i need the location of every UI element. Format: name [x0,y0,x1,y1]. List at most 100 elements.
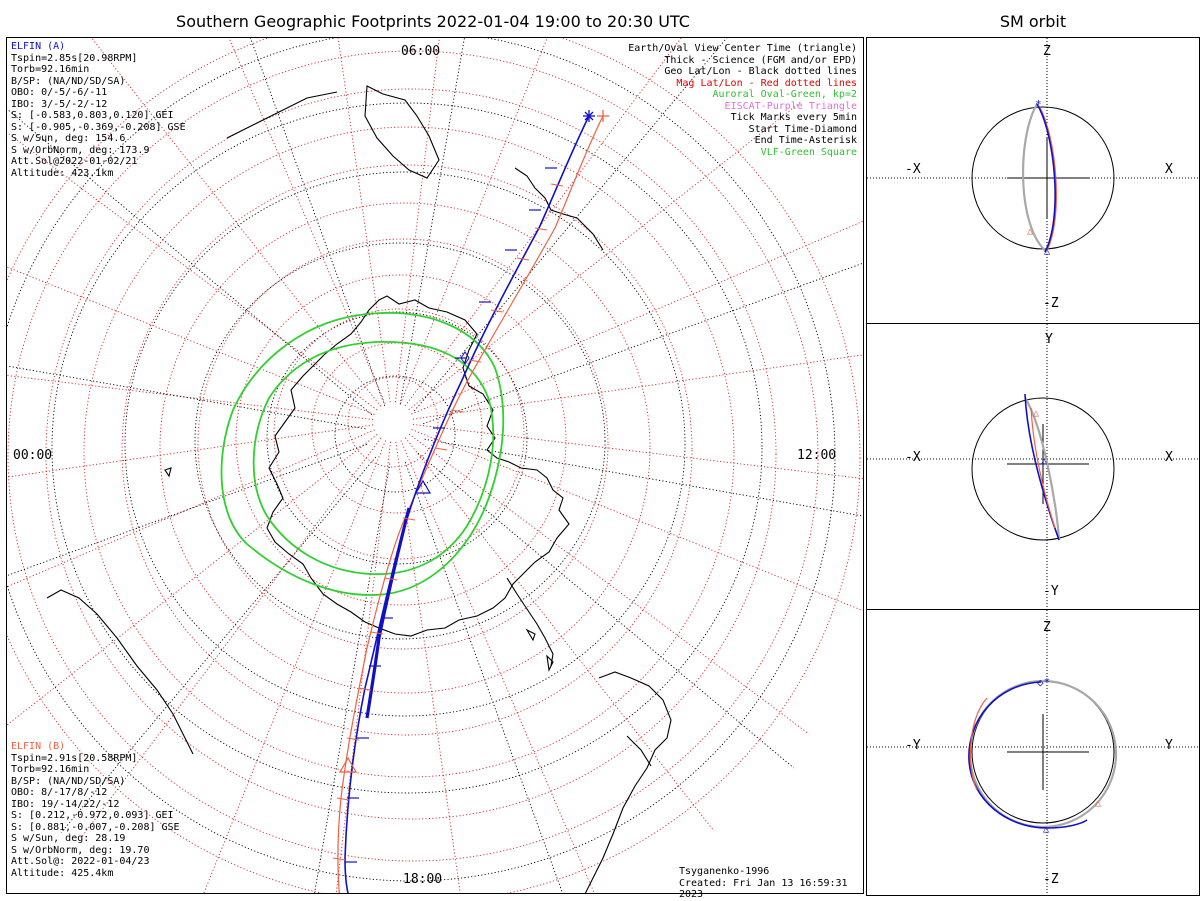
sm-axis-left: -X [905,450,921,465]
meridian-line [408,433,810,735]
meridian-line [423,262,863,425]
svg-text:△: △ [1095,798,1101,809]
meridian-line [7,443,367,577]
svg-text:◇*: ◇* [1037,676,1050,689]
meridian-line [411,220,863,415]
auroral-oval [220,312,505,596]
meridian-line [417,452,794,769]
elfin-b-end-asterisk [597,110,609,122]
mlt-label-18: 18:00 [403,872,443,887]
elfin-a-line: IBO: 3/-5/-2/-12 [11,98,108,110]
meridian-line [7,108,373,416]
geo-meridians [7,38,863,893]
meridian-line [404,437,715,832]
elfin-a-line: S: [-0.905,-0.369,-0.208] GSE [11,121,186,133]
sm-axis-right: X [1165,450,1173,465]
mlt-label-12: 12:00 [797,448,837,463]
meridian-line [249,38,386,406]
elfin-a-science-segment [365,507,411,719]
meridian-line [399,38,465,405]
orbit-a [1036,103,1056,253]
legend-item: EISCAT-Purple Triangle [724,100,857,112]
australia-coast [364,85,440,179]
south-america-coast [584,671,672,893]
orbit-a [968,681,1088,829]
meridian-line [7,433,378,726]
earth-circle [971,397,1115,541]
orbit-gray [1021,103,1048,253]
sm-xz-plot: * △ △ [867,38,1200,325]
mag-circle [347,376,439,468]
mag-circle [235,274,567,606]
sm-axis-right: Y [1165,738,1173,753]
orbit-b [1030,407,1056,529]
meridian-line [7,266,375,415]
elfin-b-line: S w/Sun, deg: 28.19 [11,833,126,844]
meridian-line [413,38,728,412]
mag-circle [83,126,735,778]
sm-axis-top: Z [1043,620,1051,635]
mag-circle [159,202,651,694]
antarctic-peninsula [506,577,554,667]
geo-circle [7,38,836,882]
elfin-b-line: IBO: 19/-14/22/-12 [11,798,120,810]
plot-title: Southern Geographic Footprints 2022-01-0… [176,12,690,31]
meridian-line [400,440,595,893]
australia-north [226,91,338,139]
island-2 [525,628,536,642]
geo-latlon-grid [7,38,836,882]
sm-panel-yz: ◇* △ △ Z -Z -Y Y [866,609,1200,897]
geo-circle [124,171,686,717]
legend-item: VLF-Green Square [760,146,857,158]
footprint-map-panel: 06:00 00:00 12:00 18:00 ELFIN (A) Tspin=… [6,37,864,900]
meridian-line [7,429,375,588]
coastlines [46,85,672,893]
mag-circle [311,342,483,514]
meridian-line [335,441,392,893]
meridian-line [7,365,366,430]
mag-circle [45,88,777,820]
meridian-line [314,463,391,893]
elfin-b-info: ELFIN (B) Tspin=2.91s[20.58RPM] Torb=92.… [11,741,180,879]
africa-coast [46,589,194,755]
new-zealand-coast [514,167,604,251]
elfin-a-name: ELFIN (A) [11,41,66,52]
meridian-line [7,424,374,478]
elfin-b-line: Altitude: 425.4km [11,867,114,879]
footprint-map [7,38,863,893]
auroral-oval-outer [220,312,505,596]
orbit-b [969,697,988,791]
geo-circle [51,102,763,794]
sm-axis-top: Z [1043,44,1051,59]
orbit-a [1024,393,1060,541]
elfin-b-line: OBO: 8/-17/8/-12 [11,787,108,798]
elfin-a-diamond [460,351,470,365]
mag-circle [197,238,609,650]
credit: Tsyganenko-1996 Created: Fri Jan 13 16:5… [679,866,863,901]
meridian-line [395,441,461,893]
orbit-gray [1024,397,1061,541]
legend-item: Geo Lat/Lon - Black dotted lines [664,66,857,77]
meridian-line [7,375,374,421]
elfin-b-name: ELFIN (B) [11,741,66,752]
elfin-a-line: OBO: 0/-5/-6/-11 [11,87,108,98]
created-timestamp: Created: Fri Jan 13 16:59:31 2023 [679,877,848,901]
elfin-a-view-center-triangle [414,479,432,494]
geo-circle [334,375,456,493]
elfin-a-line: Altitude: 423.1km [11,167,114,179]
mlt-label-00: 00:00 [13,448,53,463]
meridian-line [60,456,377,833]
sm-yz-plot: ◇* △ △ [867,610,1200,897]
elfin-a-ticks [345,167,557,863]
legend-item: Start Time-Diamond [748,123,857,135]
island-3 [546,654,554,672]
antarctica-coast [266,295,570,637]
elfin-a-line: S w/OrbNorm, deg: 173.9 [11,144,150,156]
elfin-b-line: B/SP: (NA/ND/SD/SA) [11,775,126,787]
elfin-b-line: Tspin=2.91s[20.58RPM] [11,752,138,764]
svg-text:△: △ [1033,408,1039,419]
mag-circle [7,38,861,893]
sm-axis-bottom: -Z [1043,872,1059,887]
elfin-b-line: S: [0.881,-0.007,-0.208] GSE [11,821,180,833]
elfin-a-line: S: [-0.583,0.803,0.120] GEI [11,110,174,121]
